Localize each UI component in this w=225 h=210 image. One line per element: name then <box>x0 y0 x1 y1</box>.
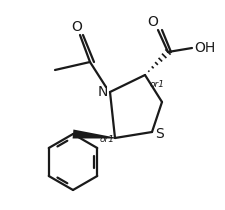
Text: or1: or1 <box>149 80 164 89</box>
Polygon shape <box>72 130 115 139</box>
Text: OH: OH <box>194 41 215 55</box>
Text: S: S <box>155 127 164 141</box>
Text: O: O <box>147 15 158 29</box>
Text: N: N <box>97 85 108 99</box>
Text: O: O <box>71 20 82 34</box>
Text: or1: or1 <box>99 135 115 144</box>
